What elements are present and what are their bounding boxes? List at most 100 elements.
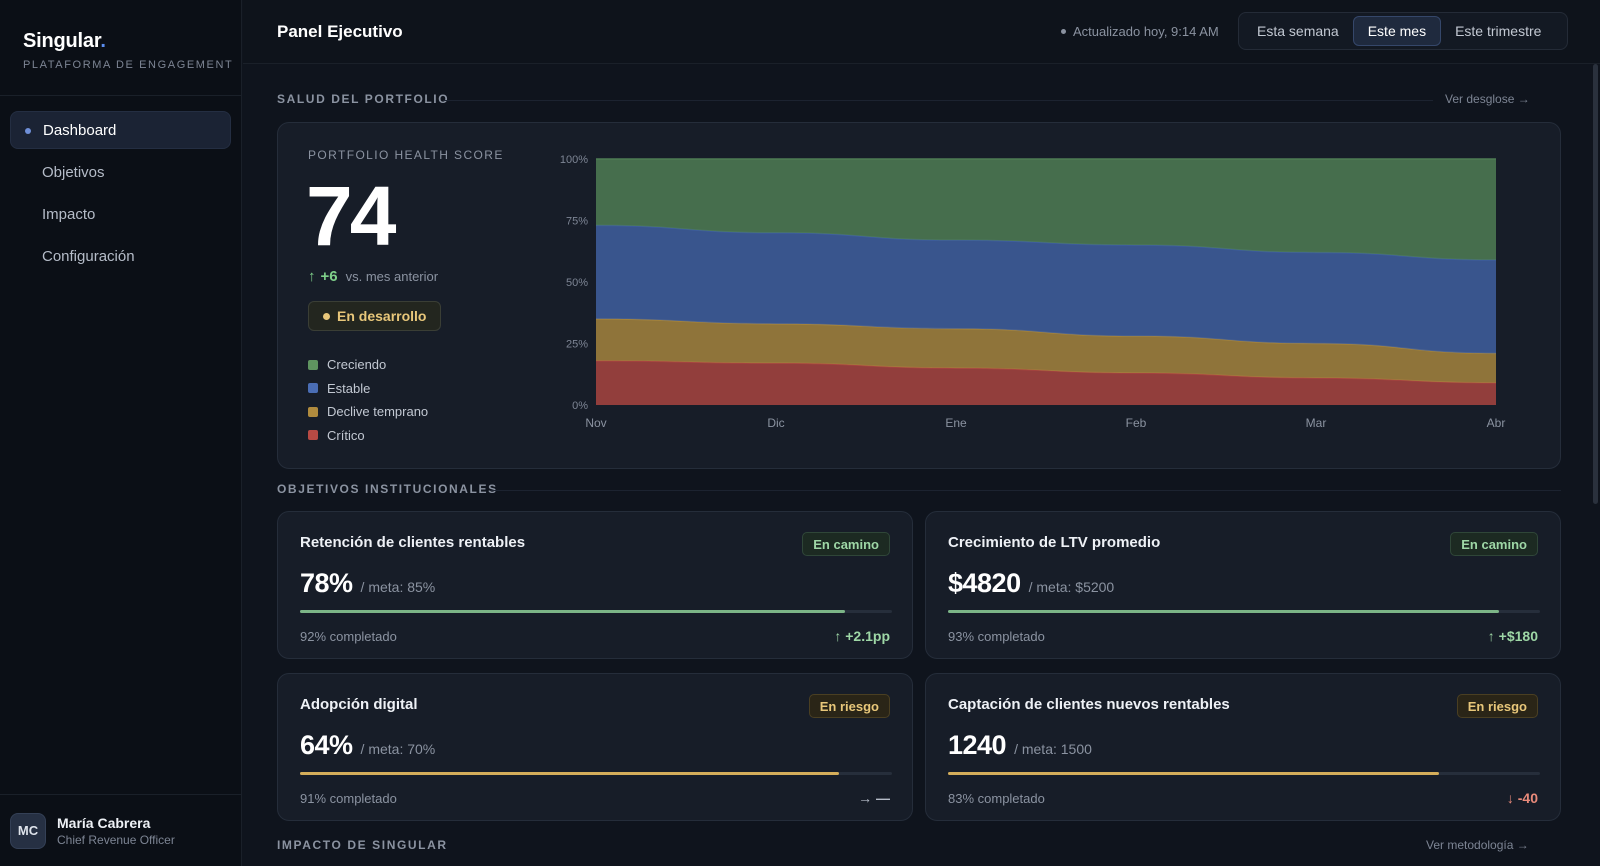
status-badge: En camino [802,532,890,556]
progress-label: 93% completado [948,629,1045,644]
x-tick-label: Mar [1306,416,1327,430]
trend-indicator: → — [858,790,890,806]
main-content: Panel Ejecutivo Actualizado hoy, 9:14 AM… [243,0,1600,866]
objective-target: / meta: $5200 [1028,579,1115,595]
progress-bar [300,772,892,775]
objective-title: Captación de clientes nuevos rentables [948,696,1230,713]
user-role: Chief Revenue Officer [57,832,175,847]
x-tick-label: Abr [1487,416,1506,430]
objective-value: 78% / meta: 85% [300,568,435,599]
sidebar-item-label: Impacto [42,205,96,223]
health-score-label: PORTFOLIO HEALTH SCORE [308,148,504,162]
period-this-month-button[interactable]: Este mes [1352,16,1442,46]
objective-card-new-clients[interactable]: Captación de clientes nuevos rentables E… [925,673,1561,821]
view-methodology-link[interactable]: Ver metodología → [1426,838,1529,852]
section-title-portfolio: SALUD DEL PORTFOLIO [277,92,450,106]
progress-fill [948,772,1440,775]
delta-value: +6 [320,268,338,285]
progress-fill [948,610,1499,613]
x-tick-label: Feb [1126,416,1147,430]
progress-fill [300,772,839,775]
progress-label: 91% completado [300,791,397,806]
active-indicator-icon [25,128,31,134]
page-title: Panel Ejecutivo [277,22,403,41]
status-badge-label: En desarrollo [337,308,427,324]
brand: Singular. PLATAFORMA DE ENGAGEMENT [0,0,241,96]
avatar: MC [10,812,46,849]
section-divider [491,490,1561,491]
area-series-estable[interactable] [596,225,1496,354]
area-series-creciendo[interactable] [596,159,1496,260]
y-tick-label: 100% [560,154,588,166]
sidebar-nav: Dashboard Objetivos Impacto Configuració… [0,96,241,275]
period-this-week-button[interactable]: Esta semana [1257,23,1339,39]
sidebar-item-label: Objetivos [42,163,105,181]
y-tick-label: 50% [566,277,588,289]
health-score-value: 74 [306,169,396,263]
objective-card-ltv[interactable]: Crecimiento de LTV promedio En camino $4… [925,511,1561,659]
topbar: Panel Ejecutivo Actualizado hoy, 9:14 AM… [243,0,1600,64]
objective-value: $4820 / meta: $5200 [948,568,1114,599]
status-badge: En camino [1450,532,1538,556]
brand-dot: . [100,30,106,52]
legend-label: Declive temprano [327,404,429,420]
legend-swatch [308,406,318,417]
x-tick-label: Nov [585,416,606,430]
status-dot-icon [323,312,330,320]
x-tick-label: Ene [945,416,967,430]
brand-name: Singular [23,30,101,52]
objective-value: 64% / meta: 70% [300,730,435,761]
legend-label: Creciendo [327,357,387,373]
objective-current: $4820 [948,568,1021,598]
delta-reference: vs. mes anterior [345,269,439,284]
status-badge: En riesgo [808,694,890,718]
objective-target: / meta: 70% [360,741,436,757]
brand-subtitle: PLATAFORMA DE ENGAGEMENT [23,59,234,71]
sidebar-item-label: Configuración [42,247,135,265]
brand-logo[interactable]: Singular. [23,30,241,53]
objective-current: 78% [300,568,353,598]
area-series-declive-temprano[interactable] [596,318,1496,383]
trend-indicator: ↑ +2.1pp [834,628,890,644]
sidebar-item-objetivos[interactable]: Objetivos [10,153,231,191]
user-profile[interactable]: MC María Cabrera Chief Revenue Officer [0,794,242,866]
last-updated: Actualizado hoy, 9:14 AM [1061,24,1219,39]
scrollbar[interactable] [1593,64,1598,504]
user-info: María Cabrera Chief Revenue Officer [57,815,175,847]
chart-legend: Creciendo Estable Declive temprano Críti… [308,353,428,447]
objective-current: 1240 [948,730,1007,760]
x-tick-label: Dic [767,416,784,430]
trend-indicator: ↑ +$180 [1487,628,1538,644]
status-badge: En desarrollo [308,301,442,331]
sidebar-item-dashboard[interactable]: Dashboard [10,111,231,149]
section-divider [443,100,1433,101]
objective-current: 64% [300,730,353,760]
sidebar-item-configuracion[interactable]: Configuración [10,237,231,275]
progress-bar [948,772,1540,775]
view-breakdown-link[interactable]: Ver desglose → [1445,92,1530,106]
legend-swatch [308,359,318,370]
objective-value: 1240 / meta: 1500 [948,730,1092,761]
progress-fill [300,610,845,613]
objective-card-retention[interactable]: Retención de clientes rentables En camin… [277,511,913,659]
legend-swatch [308,430,318,441]
portfolio-health-card: PORTFOLIO HEALTH SCORE 74 ↑ +6 vs. mes a… [277,122,1561,469]
objective-target: / meta: 1500 [1014,741,1092,757]
sidebar-item-impacto[interactable]: Impacto [10,195,231,233]
user-name: María Cabrera [57,814,151,831]
legend-item-declive-temprano: Declive temprano [308,400,428,424]
status-badge: En riesgo [1456,694,1538,718]
section-title-objectives: OBJETIVOS INSTITUCIONALES [277,482,498,496]
legend-item-creciendo: Creciendo [308,353,428,377]
objective-card-digital-adoption[interactable]: Adopción digital En riesgo 64% / meta: 7… [277,673,913,821]
progress-label: 83% completado [948,791,1045,806]
health-score-delta: ↑ +6 vs. mes anterior [308,268,438,285]
arrow-up-icon: ↑ [308,268,316,285]
area-series-crítico[interactable] [596,360,1496,405]
progress-bar [300,610,892,613]
legend-item-critico: Crítico [308,424,428,448]
last-updated-text: Actualizado hoy, 9:14 AM [1073,24,1219,39]
period-this-quarter-button[interactable]: Este trimestre [1455,23,1542,39]
objective-title: Crecimiento de LTV promedio [948,534,1161,551]
section-title-impact: IMPACTO DE SINGULAR [277,838,448,852]
